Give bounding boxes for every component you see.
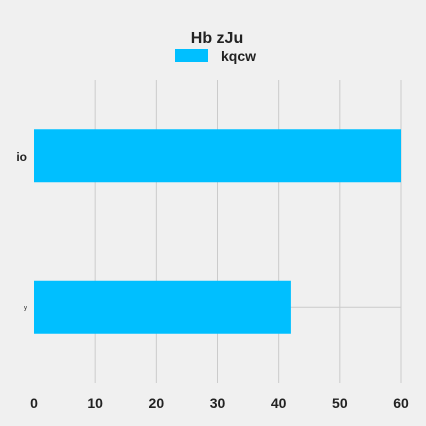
legend-label: kqcw	[221, 48, 256, 64]
bar-io	[34, 129, 401, 183]
x-tick-label-40: 40	[271, 395, 287, 411]
legend-swatch	[175, 49, 208, 62]
category-label-io: io	[16, 150, 27, 164]
y-axis-categories: io y	[16, 150, 27, 312]
x-axis-ticks: 0 10 20 30 40 50 60	[30, 395, 409, 411]
category-label-y: y	[24, 305, 27, 311]
x-tick-label-10: 10	[87, 395, 103, 411]
bars	[34, 129, 401, 334]
x-tick-label-0: 0	[30, 395, 38, 411]
grid-lines	[34, 80, 402, 383]
chart-title: Hb zJu	[191, 30, 243, 47]
x-tick-label-50: 50	[332, 395, 348, 411]
x-tick-label-30: 30	[210, 395, 226, 411]
x-tick-label-20: 20	[149, 395, 165, 411]
bar-y	[34, 280, 291, 334]
x-tick-label-60: 60	[393, 395, 409, 411]
